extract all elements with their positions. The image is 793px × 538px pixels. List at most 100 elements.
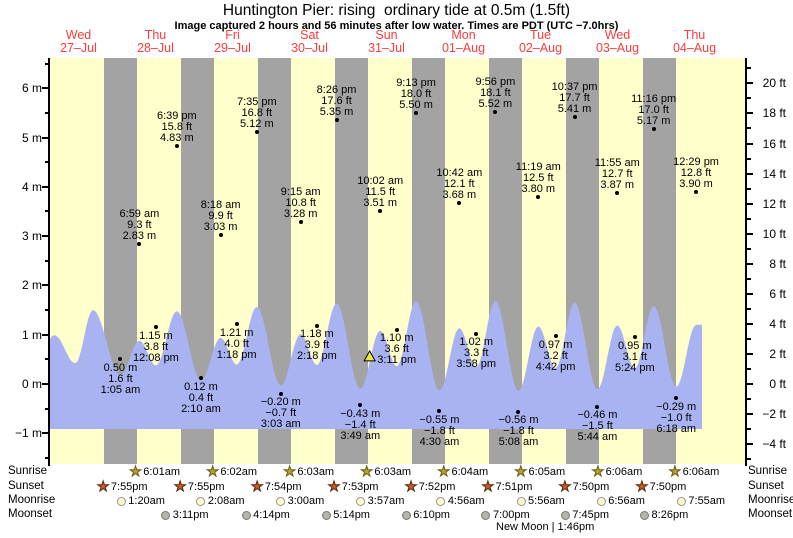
astro-time: 6:03am bbox=[297, 466, 335, 478]
tide-event-dot bbox=[378, 208, 383, 213]
moonset-circle bbox=[321, 510, 331, 520]
tide-event-line: −1.5 ft bbox=[581, 420, 613, 433]
tide-event-label: 1.10 m 3.6 ft 3:11 pm bbox=[352, 333, 442, 366]
tide-event-line: −1.4 ft bbox=[344, 418, 376, 431]
tide-event-line: 3.2 ft bbox=[543, 349, 568, 362]
right-axis-tick bbox=[747, 97, 751, 100]
tide-event-line: 9:15 am bbox=[280, 186, 321, 199]
astro-time: 3:00am bbox=[287, 495, 325, 507]
astro-time: 6:10pm bbox=[413, 509, 450, 521]
tide-event-line: 10:37 pm bbox=[551, 81, 598, 94]
day-of-week: Wed bbox=[604, 28, 631, 42]
tide-event-line: 18.0 ft bbox=[400, 87, 432, 100]
tide-event-dot bbox=[358, 403, 363, 408]
tide-event-dot bbox=[334, 118, 339, 123]
left-axis-tick bbox=[42, 235, 48, 238]
day-of-week: Mon bbox=[451, 28, 476, 42]
tide-event-line: 9:13 pm bbox=[396, 76, 436, 89]
tide-event-line: 1.18 m bbox=[300, 328, 334, 341]
day-date: 02–Aug bbox=[518, 41, 563, 55]
page-title: Huntington Pier: rising ordinary tide at… bbox=[222, 2, 571, 19]
left-axis-label: 0 m bbox=[21, 377, 42, 391]
astro-time: 5:56am bbox=[528, 495, 565, 507]
chart-subtitle: Image captured 2 hours and 56 minutes af… bbox=[174, 20, 619, 32]
tide-event-label: 0.97 m 3.2 ft 4:42 pm bbox=[511, 339, 601, 373]
astro-time: 7:50pm bbox=[649, 481, 687, 493]
tide-event-dot bbox=[198, 376, 203, 381]
tide-event-line: 0.4 ft bbox=[188, 391, 214, 404]
left-axis-tick bbox=[44, 62, 48, 65]
sunrise-star: ★ bbox=[283, 463, 297, 479]
left-axis-tick bbox=[42, 432, 48, 435]
right-axis-line bbox=[745, 58, 747, 466]
tide-event-line: 0.12 m bbox=[184, 380, 218, 393]
tide-event-line: 3.9 ft bbox=[304, 339, 330, 352]
right-axis-tick bbox=[747, 217, 751, 220]
tide-event-label: 1.02 m 3.3 ft 3:58 pm bbox=[431, 337, 521, 370]
tide-event-dot bbox=[414, 110, 419, 115]
right-axis-tick bbox=[747, 232, 753, 235]
moonset-circle bbox=[560, 510, 570, 520]
astro-row-label-right: Sunset bbox=[748, 480, 784, 492]
astro-time: 5:14pm bbox=[333, 509, 370, 521]
astro-time: 7:55pm bbox=[110, 481, 148, 493]
tide-event-label: 7:35 pm 16.8 ft 5.12 m bbox=[212, 95, 302, 130]
current-tide-marker bbox=[363, 349, 377, 362]
tide-event-line: 8:18 am bbox=[200, 198, 241, 211]
day-date: 31–Jul bbox=[368, 41, 405, 55]
right-axis-label: 10 ft bbox=[762, 226, 786, 241]
astro-time: 7:00pm bbox=[492, 509, 530, 521]
tide-curve-area bbox=[50, 301, 702, 429]
tide-event-line: 12:29 pm bbox=[673, 155, 719, 168]
astro-time: 1:20am bbox=[128, 495, 165, 507]
tide-event-label: −0.20 m −0.7 ft 3:03 am bbox=[236, 397, 326, 430]
tide-event-label: 11:16 pm 17.0 ft 5.17 m bbox=[609, 94, 699, 127]
tide-event-line: −1.0 ft bbox=[660, 411, 692, 424]
sunset-star: ★ bbox=[404, 478, 418, 494]
astro-time: 3:57am bbox=[367, 495, 405, 507]
day-of-week: Wed bbox=[65, 28, 92, 42]
moonset-circle bbox=[640, 510, 650, 520]
moonrise-circle bbox=[676, 496, 686, 506]
astro-time: 6:06am bbox=[682, 466, 720, 478]
tide-event-dot bbox=[595, 404, 600, 409]
tide-event-dot bbox=[153, 325, 158, 330]
tide-event-label: 11:19 am 12.5 ft 3.80 m bbox=[493, 161, 583, 195]
tide-event-dot bbox=[174, 143, 179, 148]
tide-event-label: 9:56 pm 18.1 ft 5.52 m bbox=[450, 76, 540, 110]
tide-event-line: 17.0 ft bbox=[638, 104, 669, 117]
tide-event-line: 5:08 am bbox=[498, 436, 539, 449]
day-of-week: Tue bbox=[529, 28, 552, 42]
tide-event-line: 1.21 m bbox=[219, 326, 254, 339]
right-axis-label: 18 ft bbox=[762, 106, 786, 121]
tide-event-line: 5.12 m bbox=[240, 117, 274, 130]
tide-event-label: −0.56 m −1.8 ft 5:08 am bbox=[473, 415, 563, 448]
day-date: 04–Aug bbox=[672, 41, 717, 55]
moonrise-circle bbox=[276, 496, 286, 506]
tide-event-dot bbox=[536, 194, 541, 199]
tide-event-line: 5.50 m bbox=[399, 98, 433, 111]
tide-event-label: −0.55 m −1.8 ft 4:30 am bbox=[394, 414, 484, 448]
tide-event-line: 18.1 ft bbox=[480, 86, 511, 99]
day-of-week: Sat bbox=[300, 28, 319, 42]
tide-event-line: 2.83 m bbox=[122, 230, 157, 243]
tide-event-line: 4:42 pm bbox=[535, 360, 576, 373]
tide-event-line: 10.8 ft bbox=[285, 197, 316, 210]
right-axis-tick bbox=[747, 337, 751, 340]
tide-event-dot bbox=[694, 189, 699, 194]
left-axis-label: 4 m bbox=[21, 179, 42, 194]
tide-event-line: 7:35 pm bbox=[236, 95, 277, 108]
astro-row-label-right: Sunrise bbox=[748, 465, 787, 477]
left-axis-tick bbox=[42, 87, 48, 90]
astro-time: 7:54pm bbox=[264, 481, 302, 493]
left-axis-tick bbox=[42, 333, 48, 336]
tide-event-label: 6:39 pm 15.8 ft 4.83 m bbox=[132, 110, 222, 144]
day-of-week: Thu bbox=[144, 28, 167, 42]
tide-event-label: −0.29 m −1.0 ft 6:18 am bbox=[631, 401, 721, 435]
right-axis-label: 14 ft bbox=[762, 166, 786, 181]
right-axis-tick bbox=[747, 398, 751, 401]
day-of-week: Fri bbox=[225, 28, 240, 42]
tide-event-line: 1:18 pm bbox=[216, 348, 257, 361]
tide-event-label: 6:59 am 9.3 ft 2.83 m bbox=[94, 209, 184, 242]
